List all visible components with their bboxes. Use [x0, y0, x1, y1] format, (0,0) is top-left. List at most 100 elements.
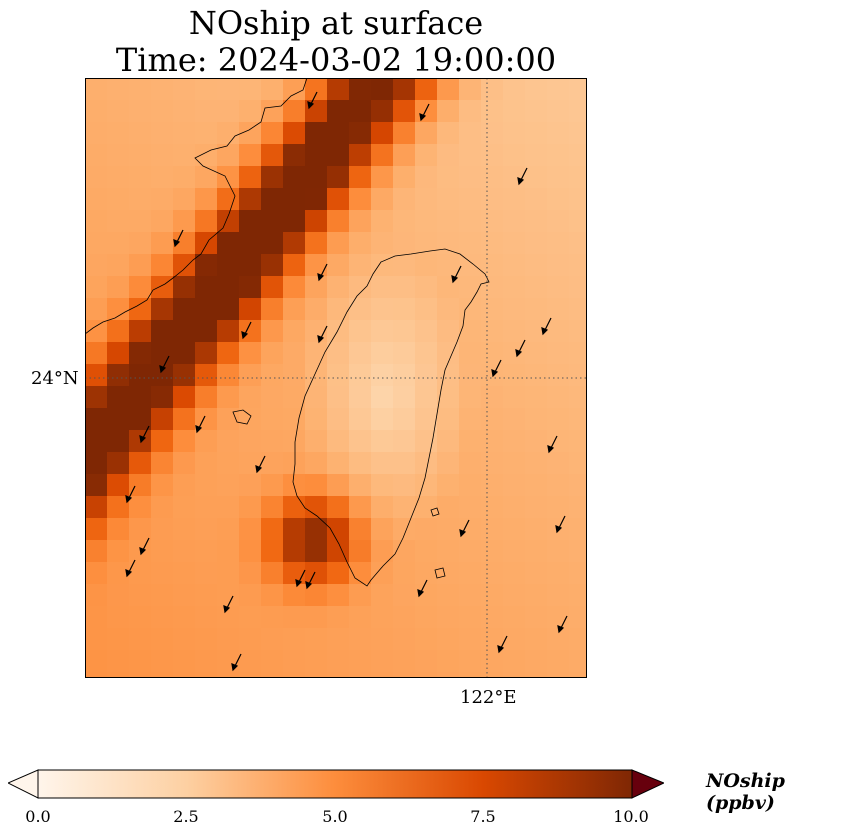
field-cell	[283, 122, 306, 145]
field-cell	[283, 210, 306, 233]
field-cell	[107, 276, 130, 299]
colorbar-tick-2: 5.0	[322, 807, 348, 826]
field-cell	[107, 452, 130, 475]
field-cell	[547, 474, 570, 497]
field-cell	[481, 232, 504, 255]
wind-arrow	[241, 321, 252, 340]
field-cell	[349, 122, 372, 145]
field-cell	[327, 254, 350, 277]
field-cell	[569, 584, 587, 607]
field-cell	[481, 210, 504, 233]
field-cell	[85, 628, 108, 651]
field-cell	[393, 276, 416, 299]
field-cell	[85, 430, 108, 453]
field-cell	[459, 430, 482, 453]
field-cell	[173, 672, 196, 678]
wind-arrow	[417, 579, 428, 598]
field-cell	[129, 210, 152, 233]
wind-arrow	[305, 571, 316, 590]
field-cell	[415, 430, 438, 453]
field-cell	[305, 430, 328, 453]
field-cell	[481, 386, 504, 409]
wind-arrow	[139, 537, 150, 556]
field-cell	[371, 210, 394, 233]
field-cell	[525, 364, 548, 387]
field-cell	[129, 342, 152, 365]
field-cell	[525, 628, 548, 651]
field-cell	[173, 364, 196, 387]
field-cell	[173, 584, 196, 607]
field-cell	[327, 188, 350, 211]
field-cell	[151, 364, 174, 387]
field-cell	[547, 254, 570, 277]
field-cell	[481, 276, 504, 299]
field-cell	[503, 518, 526, 541]
field-cell	[371, 364, 394, 387]
field-cell	[283, 320, 306, 343]
wind-arrow	[295, 569, 306, 588]
field-cell	[459, 210, 482, 233]
field-cell	[415, 386, 438, 409]
field-cell	[437, 606, 460, 629]
field-cell	[85, 166, 108, 189]
field-cell	[525, 452, 548, 475]
field-cell	[195, 320, 218, 343]
field-cell	[525, 430, 548, 453]
field-cell	[503, 188, 526, 211]
field-cell	[85, 254, 108, 277]
field-cell	[217, 210, 240, 233]
field-cell	[151, 650, 174, 673]
field-cell	[151, 342, 174, 365]
field-cell	[503, 386, 526, 409]
field-cell	[393, 320, 416, 343]
field-cell	[283, 386, 306, 409]
field-cell	[107, 298, 130, 321]
field-cell	[371, 276, 394, 299]
field-cell	[481, 606, 504, 629]
field-cell	[569, 100, 587, 123]
field-cell	[459, 562, 482, 585]
field-cell	[459, 386, 482, 409]
field-cell	[283, 408, 306, 431]
field-cell	[547, 628, 570, 651]
field-cell	[481, 496, 504, 519]
field-cell	[349, 78, 372, 101]
field-cell	[437, 100, 460, 123]
field-cell	[525, 166, 548, 189]
field-cell	[261, 474, 284, 497]
field-cell	[569, 254, 587, 277]
field-cell	[503, 78, 526, 101]
field-cell	[503, 320, 526, 343]
field-cell	[217, 628, 240, 651]
field-cell	[85, 540, 108, 563]
field-cell	[481, 100, 504, 123]
field-cell	[129, 672, 152, 678]
field-cell	[459, 254, 482, 277]
field-cell	[151, 474, 174, 497]
field-cell	[239, 562, 262, 585]
field-cell	[525, 672, 548, 678]
field-cell	[151, 78, 174, 101]
field-cell	[415, 100, 438, 123]
lon-tick-label: 122°E	[460, 687, 517, 708]
field-cell	[349, 188, 372, 211]
field-cell	[393, 672, 416, 678]
field-cell	[349, 232, 372, 255]
field-cell	[547, 650, 570, 673]
field-cell	[547, 232, 570, 255]
field-cell	[503, 430, 526, 453]
field-cell	[261, 628, 284, 651]
field-cell	[481, 188, 504, 211]
field-cell	[195, 78, 218, 101]
field-cell	[195, 628, 218, 651]
field-cell	[371, 606, 394, 629]
field-cell	[217, 342, 240, 365]
field-cell	[151, 452, 174, 475]
field-cell	[569, 298, 587, 321]
field-cell	[349, 298, 372, 321]
field-cell	[173, 254, 196, 277]
field-cell	[239, 518, 262, 541]
field-cell	[217, 540, 240, 563]
field-cell	[173, 518, 196, 541]
field-cell	[481, 342, 504, 365]
